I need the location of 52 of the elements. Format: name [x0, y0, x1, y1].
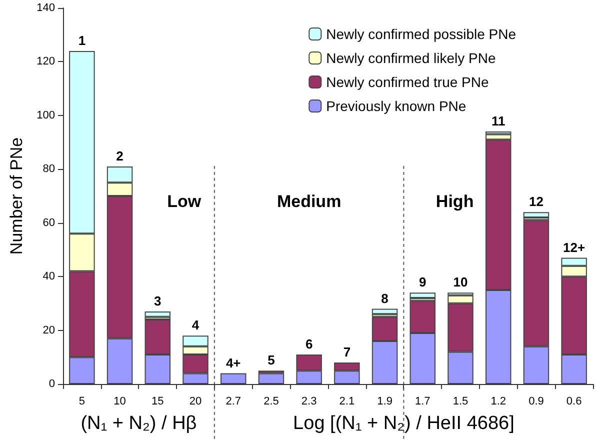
- text: (N₁ + N₂) / Hβ: [80, 413, 197, 434]
- legend-label: Newly confirmed possible PNe: [326, 26, 516, 42]
- x-tick-label: 5: [78, 396, 85, 408]
- x-tick-label: 1.2: [490, 396, 506, 408]
- annotation: 10: [453, 274, 468, 290]
- bar: [372, 308, 398, 314]
- y-tick-label: 20: [42, 324, 55, 336]
- annotation: 3: [154, 293, 162, 308]
- x-tick-label: 2.5: [264, 396, 279, 408]
- annotation: 8: [381, 290, 388, 306]
- legend-label: Newly confirmed true PNe: [326, 74, 489, 90]
- legend-label: Previously known PNe: [326, 98, 466, 114]
- bar: [258, 373, 284, 384]
- y-tick-label: 40: [42, 270, 55, 283]
- y-tick-label: 80: [42, 163, 55, 176]
- annotation: 1: [78, 32, 86, 48]
- x-tick-label: 2.1: [339, 396, 355, 408]
- y-tick-label: 0: [48, 378, 55, 390]
- x-tick-label: 2.7: [226, 396, 242, 408]
- bar: [410, 292, 436, 298]
- annotation: 12: [528, 194, 544, 210]
- annotation: 5: [268, 352, 275, 368]
- annotation: 6: [305, 336, 313, 352]
- x-tick-label: 1.9: [377, 396, 392, 408]
- x-tick-label: 15: [152, 396, 164, 408]
- annotation: 9: [419, 274, 426, 290]
- y-tick-label: 100: [36, 109, 55, 122]
- annotation: 2: [116, 148, 124, 164]
- x-tick-label: 0.9: [528, 396, 544, 408]
- x-tick-label: 0.6: [566, 396, 582, 408]
- bar: [523, 212, 550, 218]
- bar: [144, 311, 171, 317]
- y-axis-title: Number of PNe: [7, 137, 26, 255]
- annotation: 4: [192, 318, 200, 333]
- x-tick-label: 2.3: [301, 396, 317, 408]
- x-tick-label: 1.7: [414, 396, 430, 408]
- annotation: Medium: [276, 192, 342, 212]
- annotation: High: [436, 192, 474, 212]
- annotation: 4+: [226, 355, 242, 370]
- x-axis-title: Log [(N₁ + N₂) / HeII 4686]: [293, 413, 514, 434]
- y-tick-label: 120: [36, 56, 55, 68]
- annotation: 7: [343, 344, 351, 360]
- bar: [220, 373, 246, 384]
- y-tick-label: 140: [36, 2, 55, 14]
- x-tick-label: 1.5: [452, 396, 468, 408]
- x-tick-label: 10: [114, 396, 126, 408]
- x-tick-label: 20: [189, 396, 202, 408]
- legend-label: Newly confirmed likely PNe: [326, 50, 496, 66]
- annotation: 11: [491, 114, 506, 129]
- y-tick-label: 60: [42, 216, 55, 229]
- annotation: 12+: [563, 240, 586, 255]
- annotation: Low: [167, 192, 202, 212]
